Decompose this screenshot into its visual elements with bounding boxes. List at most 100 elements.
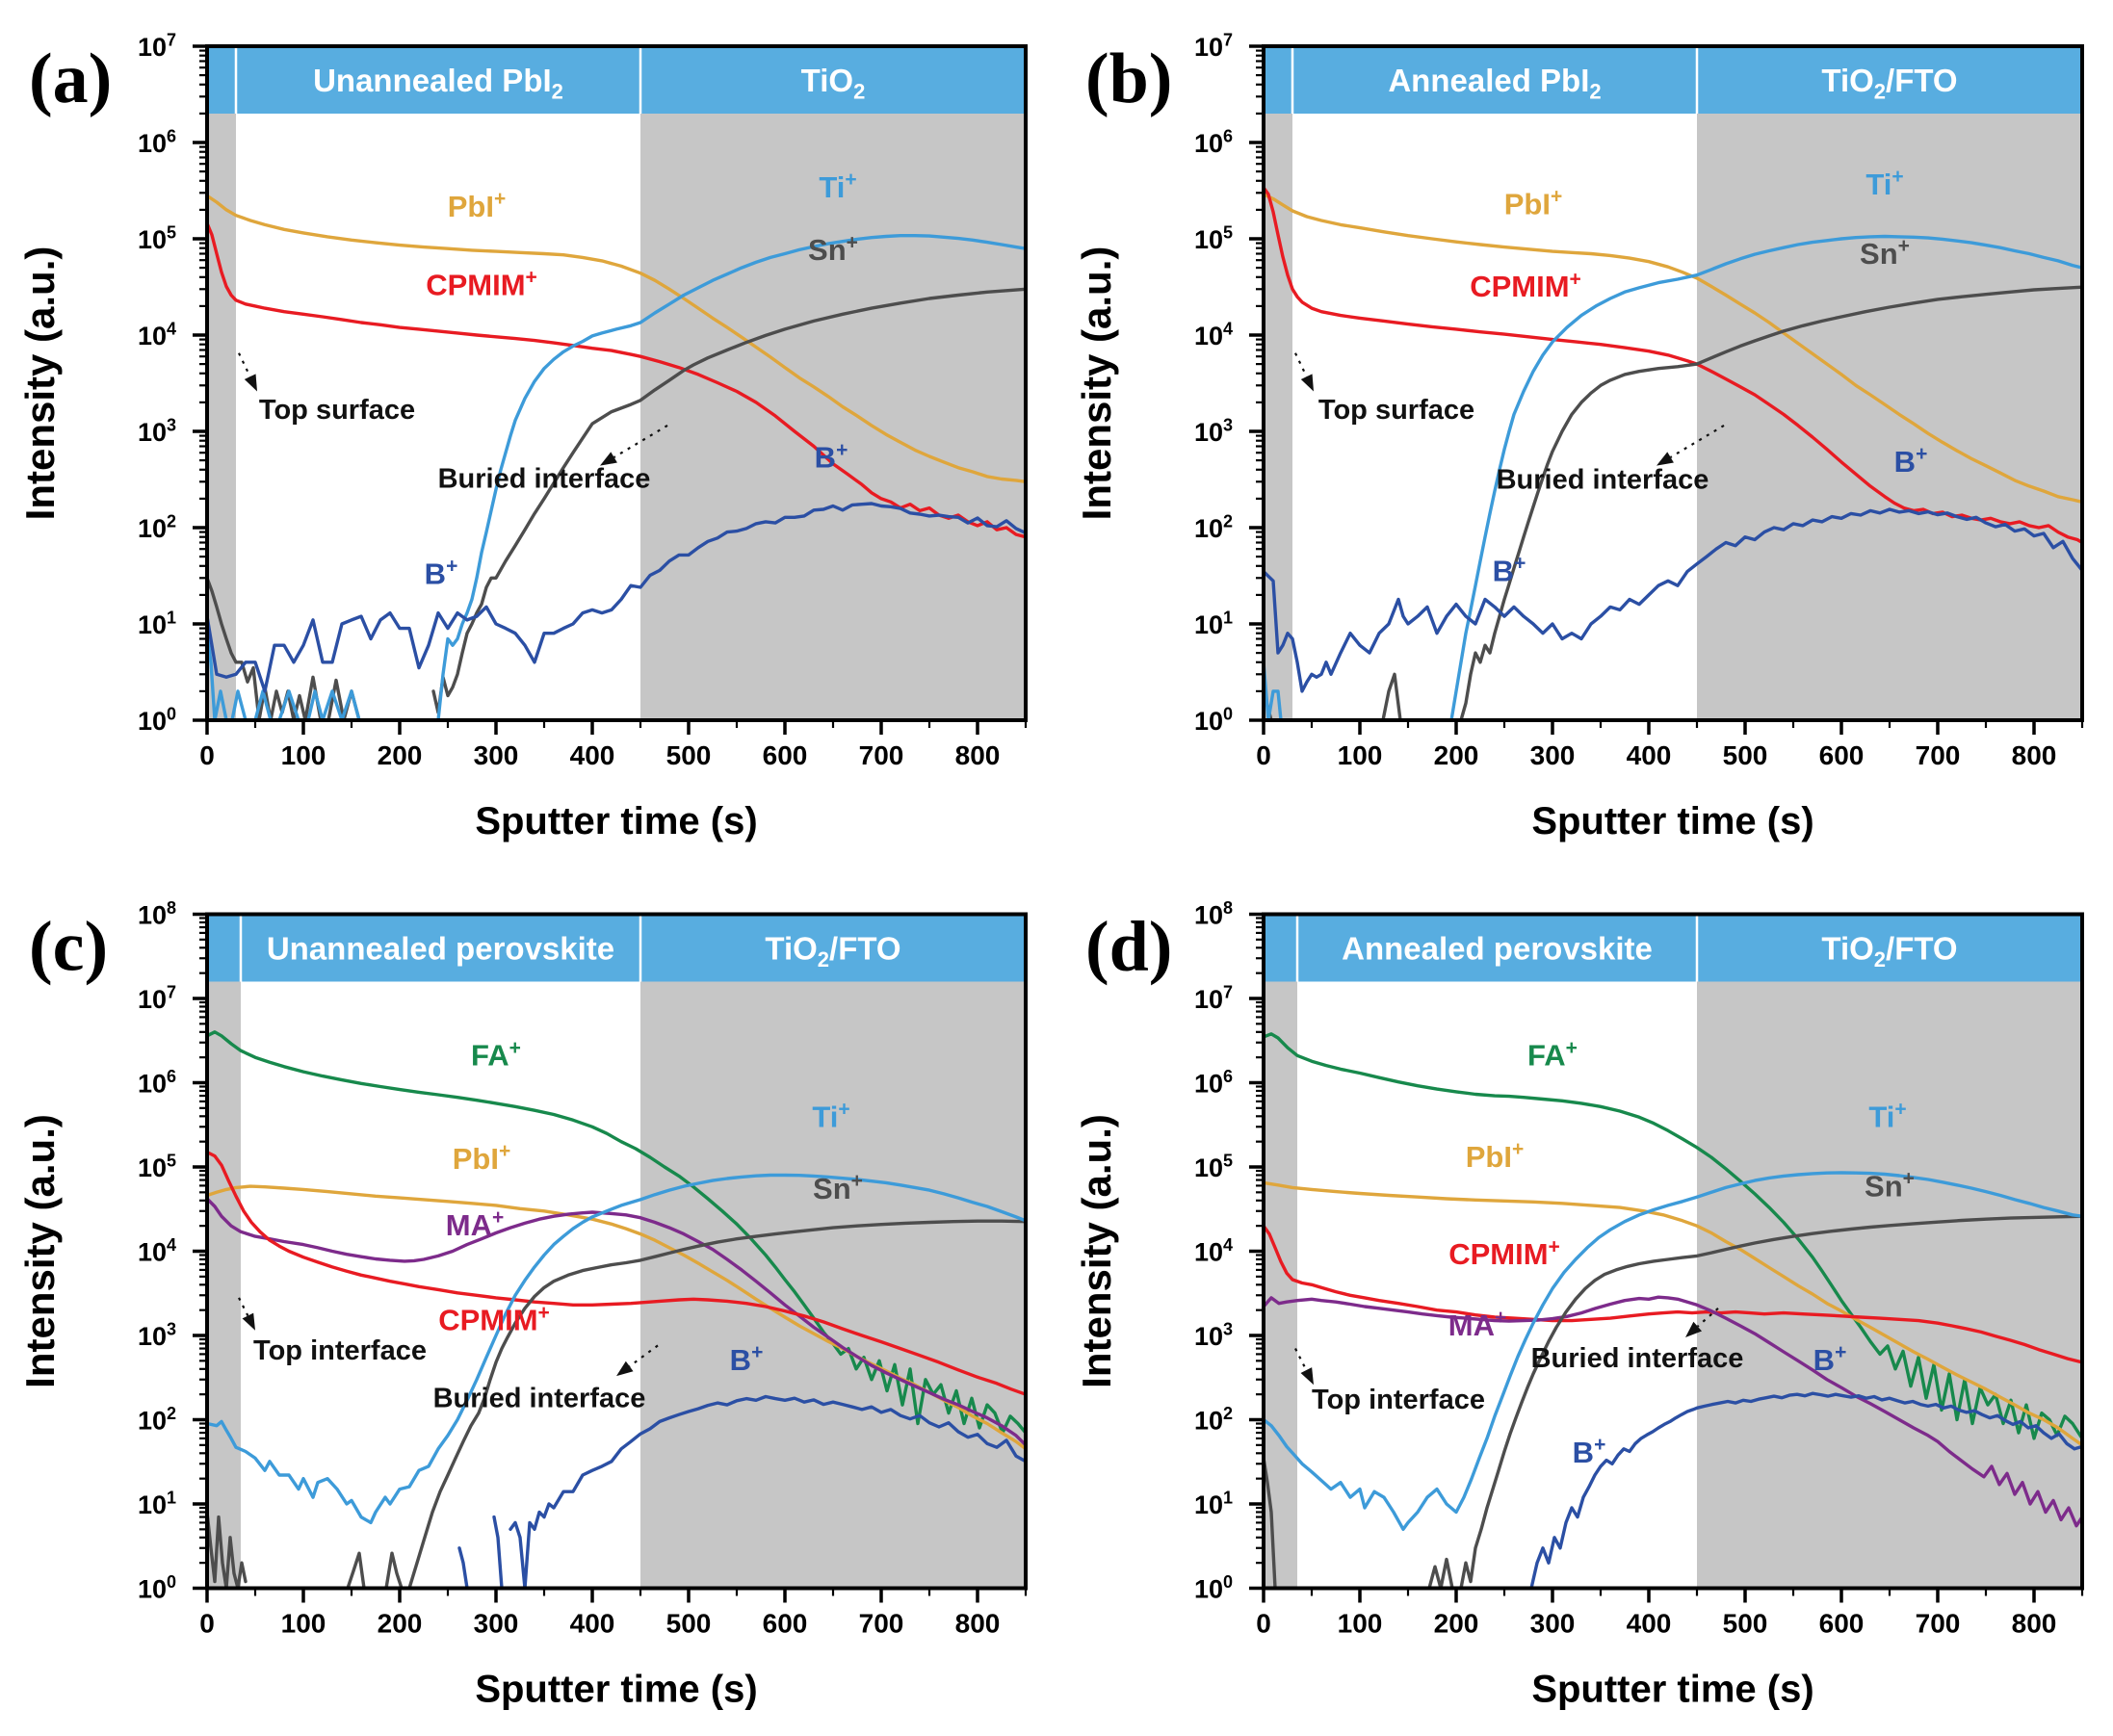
plot-border [205,912,1028,1591]
layer-band [1264,914,2082,982]
y-tick-label: 104 [1194,320,1233,350]
x-tick-label: 400 [1627,740,1672,770]
series-sn-curve [346,1551,366,1591]
x-tick-label: 600 [763,740,808,770]
panel-letter: (b) [1085,39,1172,118]
annotation-text: Buried interface [1497,464,1709,495]
series-fa-curve [1262,1032,2084,1440]
y-tick-label: 101 [138,609,176,639]
panel-c-chart: Unannealed perovskite TiO2/FTO FA+ PbI+ MA+ C… [0,868,1056,1736]
annotation-text: Buried interface [433,1384,646,1414]
substrate-shade-region [640,981,1026,1589]
series-label: CPMIM+ [1448,1235,1560,1271]
y-tick-label: 100 [138,705,176,736]
y-tick-label: 102 [1194,512,1233,543]
band-label-right: TiO2 [801,63,866,103]
x-axis-title: Sputter time (s) [1531,1669,1813,1711]
series-ti-curve [1262,1171,2084,1531]
band-label-left: Annealed PbI2 [1388,63,1601,103]
series-fa-curve [205,1030,1028,1435]
series-ma-curve [1262,1295,2084,1528]
annotation-arrow-line [1294,1348,1308,1371]
y-tick-label: 101 [138,1489,176,1519]
x-tick-label: 600 [1819,740,1865,770]
series-label: PbI+ [448,188,507,223]
y-axis-title: Intensity (a.u.) [1074,1114,1119,1388]
x-tick-label: 800 [955,1609,1001,1639]
series-sn-curve [1381,672,1402,722]
y-axis-title: Intensity (a.u.) [17,1114,63,1388]
series-b-curve [509,1394,1028,1591]
series-label: FA+ [1527,1037,1578,1073]
series-label: B+ [730,1341,764,1377]
y-tick-label: 108 [138,898,176,929]
series-label: B+ [425,556,458,591]
y-tick-label: 104 [138,320,176,350]
y-tick-label: 100 [138,1572,176,1603]
series-sn-curve [407,1219,1028,1591]
x-tick-label: 200 [1434,1609,1479,1639]
annotation-arrowhead [600,452,617,466]
x-tick-label: 0 [1256,1609,1271,1639]
x-tick-label: 400 [1627,1609,1672,1639]
x-tick-label: 400 [570,1609,615,1639]
y-tick-label: 106 [1194,1067,1233,1098]
y-tick-label: 105 [1194,1152,1233,1182]
layer-band [1264,46,2082,114]
series-sn-curve [431,287,1028,714]
series-label: MA+ [446,1206,504,1242]
y-tick-label: 107 [138,31,176,62]
series-pbi-curve [1262,1180,2084,1447]
y-tick-label: 102 [138,1404,176,1435]
annotation-arrowhead [1300,1367,1314,1386]
band-label-left: Unannealed perovskite [267,931,614,967]
series-label: Sn+ [808,231,858,267]
series-sn-curve [384,1551,404,1591]
series-cpmim-curve [205,1150,1028,1396]
y-tick-label: 105 [138,223,176,254]
band-label-right: TiO2/FTO [765,931,900,972]
y-tick-label: 107 [1194,983,1233,1014]
band-label-right: TiO2/FTO [1821,931,1957,972]
series-label: Ti+ [1868,1098,1906,1133]
annotation-text: Buried interface [1531,1343,1744,1374]
series-label: PbI+ [1466,1138,1525,1174]
panel-letter: (a) [29,39,112,118]
x-tick-label: 100 [281,740,326,770]
x-tick-label: 100 [1338,740,1383,770]
panel-a-chart: Unannealed PbI2 TiO2 PbI+ CPMIM+ Ti+ Sn+ B+ B+ T… [0,0,1056,868]
annotation-arrowhead [1300,374,1314,392]
x-tick-label: 700 [859,740,904,770]
y-tick-label: 104 [1194,1235,1233,1266]
x-tick-label: 600 [763,1609,808,1639]
series-label: B+ [1813,1341,1847,1377]
x-tick-label: 800 [955,740,1001,770]
annotation-arrow-line [238,1297,249,1316]
series-label: Sn+ [1865,1168,1915,1204]
series-label: Ti+ [1865,166,1903,201]
x-tick-label: 200 [378,740,423,770]
annotation-text: Buried interface [438,464,651,495]
band-label-right: TiO2/FTO [1821,63,1957,103]
annotation-text: Top surface [1318,395,1474,426]
x-axis-title: Sputter time (s) [475,800,757,842]
y-tick-label: 105 [138,1152,176,1182]
annotation-arrowhead [244,374,257,392]
layer-band [207,46,1026,114]
series-label: B+ [1493,553,1526,588]
x-tick-label: 700 [1916,740,1961,770]
series-pbi-curve [205,194,1028,483]
series-label: CPMIM+ [438,1302,550,1337]
series-label: B+ [815,439,848,475]
substrate-shade-region [640,114,1026,720]
plot-border [205,44,1028,722]
y-tick-label: 107 [138,983,176,1014]
series-ti-curve [1262,661,1283,722]
y-tick-label: 103 [1194,1320,1233,1351]
x-tick-label: 0 [1256,740,1271,770]
x-tick-label: 500 [666,740,712,770]
x-tick-label: 400 [570,740,615,770]
x-tick-label: 100 [281,1609,326,1639]
series-ti-curve [1449,234,2084,722]
annotation-text: Top surface [259,395,415,426]
